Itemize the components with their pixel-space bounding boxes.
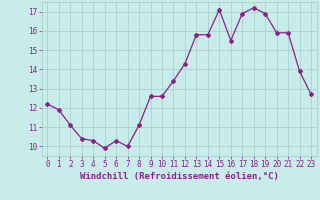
X-axis label: Windchill (Refroidissement éolien,°C): Windchill (Refroidissement éolien,°C) [80,172,279,181]
